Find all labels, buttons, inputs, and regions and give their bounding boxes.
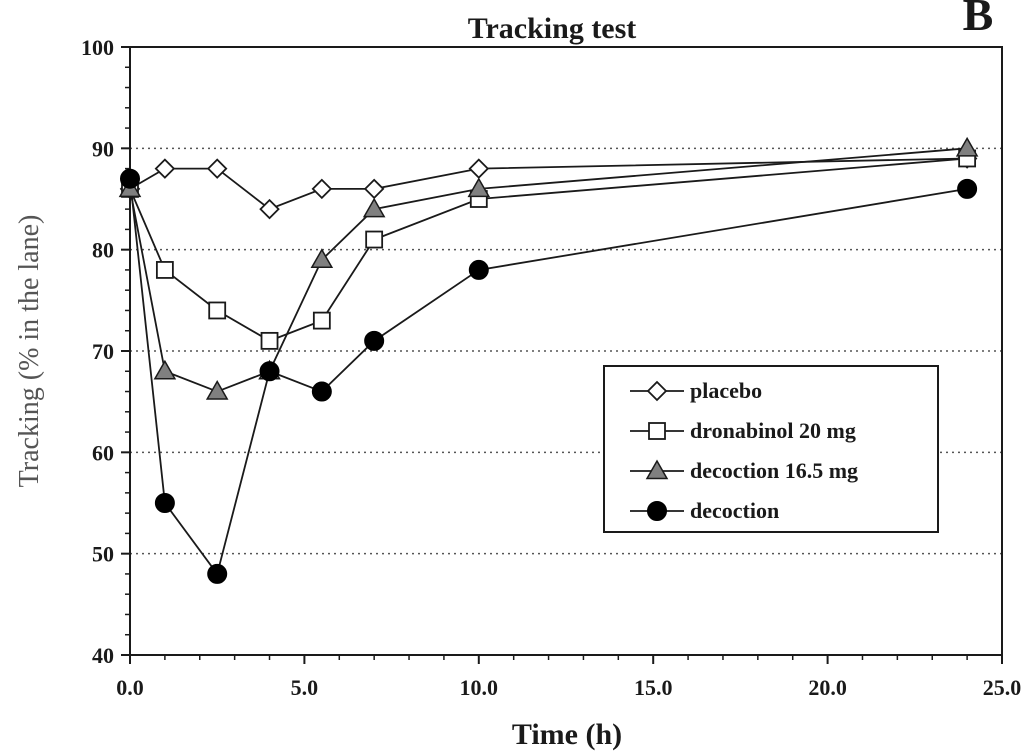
legend-label: dronabinol 20 mg	[690, 418, 856, 443]
chart-title: Tracking test	[468, 12, 637, 45]
data-point	[467, 177, 491, 198]
y-tick-label: 100	[81, 35, 114, 60]
plot-area	[129, 46, 1003, 656]
x-tick-label: 5.0	[291, 675, 319, 700]
data-point	[259, 198, 280, 220]
data-point	[208, 301, 227, 320]
data-point	[260, 331, 279, 350]
data-point	[365, 230, 384, 249]
data-point	[955, 136, 979, 157]
data-point	[311, 178, 333, 200]
legend-label: placebo	[690, 378, 762, 403]
legend-marker	[645, 459, 669, 480]
y-tick-label: 50	[92, 542, 114, 567]
legend-marker	[647, 501, 667, 521]
data-point	[311, 381, 332, 402]
y-tick-label: 90	[92, 136, 114, 161]
data-point	[153, 359, 177, 380]
data-point	[362, 197, 386, 218]
x-tick-label: 0.0	[116, 675, 144, 700]
data-point	[207, 563, 228, 584]
data-point	[154, 158, 176, 179]
x-tick-label: 20.0	[808, 675, 847, 700]
legend: placebo dronabinol 20 mg decoction 16.5 mg…	[603, 365, 939, 533]
legend-marker	[646, 380, 668, 402]
series-lines	[129, 147, 968, 576]
series-line	[129, 157, 968, 342]
legend-label: decoction 16.5 mg	[690, 458, 858, 483]
series-line	[129, 147, 968, 393]
x-tick-label: 15.0	[634, 675, 673, 700]
x-tick-label: 25.0	[983, 675, 1022, 700]
data-point	[120, 168, 140, 189]
series-markers	[118, 136, 979, 584]
data-point	[259, 361, 280, 382]
data-point	[957, 178, 978, 199]
data-point	[155, 261, 174, 279]
y-tick-label: 40	[92, 643, 114, 668]
y-tick-label: 70	[92, 339, 114, 364]
data-point	[364, 330, 385, 351]
data-point	[363, 178, 385, 200]
axes: 40 50 60 70 80 90 100 0.0 5.0 10.0 15.0 20.0 25.0	[81, 35, 1021, 700]
data-point	[206, 158, 228, 179]
data-point	[312, 311, 331, 330]
data-point	[310, 248, 334, 269]
data-point	[468, 158, 490, 179]
x-axis-label: Time (h)	[512, 718, 622, 751]
legend-label: decoction	[690, 498, 779, 523]
data-point	[205, 380, 229, 400]
y-axis-label: Tracking (% in the lane)	[14, 215, 45, 488]
y-tick-label: 60	[92, 440, 114, 465]
y-tick-label: 80	[92, 238, 114, 263]
series-line	[129, 178, 968, 576]
panel-letter: B	[963, 0, 994, 40]
data-point	[468, 259, 489, 280]
data-point	[154, 493, 175, 513]
legend-marker	[648, 422, 666, 440]
x-tick-label: 10.0	[460, 675, 499, 700]
